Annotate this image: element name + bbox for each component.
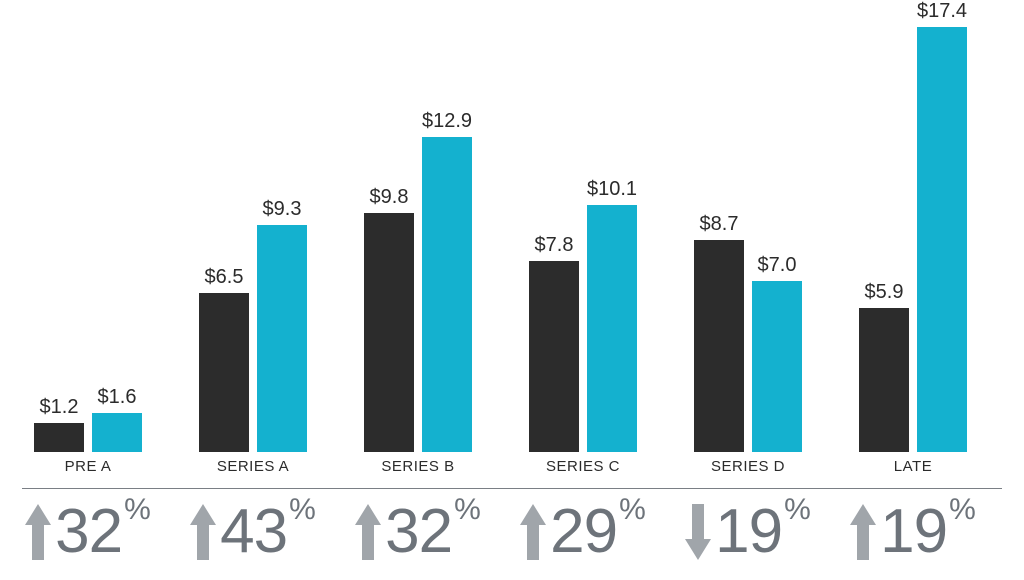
bar-group: $9.8$12.9 bbox=[364, 0, 472, 452]
percent-row: 32%43%32%29%19%19% bbox=[0, 492, 1024, 572]
category-label: LATE bbox=[839, 458, 987, 475]
funding-bar-chart: $1.2$1.6$6.5$9.3$9.8$12.9$7.8$10.1$8.7$7… bbox=[0, 0, 1024, 580]
percent-value: 32 bbox=[55, 501, 122, 563]
bar-series-1 bbox=[529, 261, 579, 452]
category-row: PRE A SERIES A SERIES B SERIES C SERIES D LAT… bbox=[0, 458, 1024, 482]
percent-sign: % bbox=[784, 493, 811, 527]
bar-group: $8.7$7.0 bbox=[694, 0, 802, 452]
category-label: SERIES C bbox=[509, 458, 657, 475]
bar-value-label: $6.5 bbox=[193, 266, 255, 289]
bar-group: $1.2$1.6 bbox=[34, 0, 142, 452]
percent-cell: 19% bbox=[666, 492, 830, 572]
bar-value-label: $7.8 bbox=[523, 234, 585, 257]
category-label: SERIES D bbox=[674, 458, 822, 475]
percent-value: 29 bbox=[550, 501, 617, 563]
bar-value-label: $9.8 bbox=[358, 186, 420, 209]
bar-value-label: $1.2 bbox=[28, 396, 90, 419]
plot-area: $1.2$1.6$6.5$9.3$9.8$12.9$7.8$10.1$8.7$7… bbox=[0, 0, 1024, 452]
bar-series-1 bbox=[859, 308, 909, 452]
bar-value-label: $7.0 bbox=[746, 254, 808, 277]
bar-group: $6.5$9.3 bbox=[199, 0, 307, 452]
bar-series-2 bbox=[587, 205, 637, 452]
bar-value-label: $1.6 bbox=[86, 386, 148, 409]
percent-value: 32 bbox=[385, 501, 452, 563]
bar-group: $5.9$17.4 bbox=[859, 0, 967, 452]
category-label: SERIES A bbox=[179, 458, 327, 475]
arrow-up-icon bbox=[190, 504, 216, 560]
bar-value-label: $9.3 bbox=[251, 198, 313, 221]
bar-value-label: $8.7 bbox=[688, 213, 750, 236]
divider-line bbox=[22, 488, 1002, 489]
arrow-up-icon bbox=[850, 504, 876, 560]
arrow-up-icon bbox=[25, 504, 51, 560]
percent-value: 19 bbox=[715, 501, 782, 563]
percent-sign: % bbox=[289, 493, 316, 527]
bar-value-label: $10.1 bbox=[581, 178, 643, 201]
percent-sign: % bbox=[454, 493, 481, 527]
arrow-up-icon bbox=[520, 504, 546, 560]
percent-cell: 32% bbox=[336, 492, 500, 572]
bar-series-1 bbox=[694, 240, 744, 453]
bar-value-label: $17.4 bbox=[911, 0, 973, 23]
category-label: PRE A bbox=[14, 458, 162, 475]
percent-cell: 19% bbox=[831, 492, 995, 572]
bar-series-1 bbox=[364, 213, 414, 452]
bar-series-2 bbox=[257, 225, 307, 452]
bar-series-2 bbox=[917, 27, 967, 452]
percent-value: 19 bbox=[880, 501, 947, 563]
percent-cell: 43% bbox=[171, 492, 335, 572]
bar-value-label: $12.9 bbox=[416, 110, 478, 133]
percent-cell: 29% bbox=[501, 492, 665, 572]
percent-sign: % bbox=[124, 493, 151, 527]
bar-series-2 bbox=[92, 413, 142, 452]
percent-sign: % bbox=[619, 493, 646, 527]
percent-cell: 32% bbox=[6, 492, 170, 572]
bar-series-2 bbox=[752, 281, 802, 452]
category-label: SERIES B bbox=[344, 458, 492, 475]
bar-series-1 bbox=[34, 423, 84, 452]
percent-value: 43 bbox=[220, 501, 287, 563]
bar-group: $7.8$10.1 bbox=[529, 0, 637, 452]
arrow-down-icon bbox=[685, 504, 711, 560]
percent-sign: % bbox=[949, 493, 976, 527]
bar-series-1 bbox=[199, 293, 249, 452]
bar-series-2 bbox=[422, 137, 472, 452]
bar-value-label: $5.9 bbox=[853, 281, 915, 304]
arrow-up-icon bbox=[355, 504, 381, 560]
